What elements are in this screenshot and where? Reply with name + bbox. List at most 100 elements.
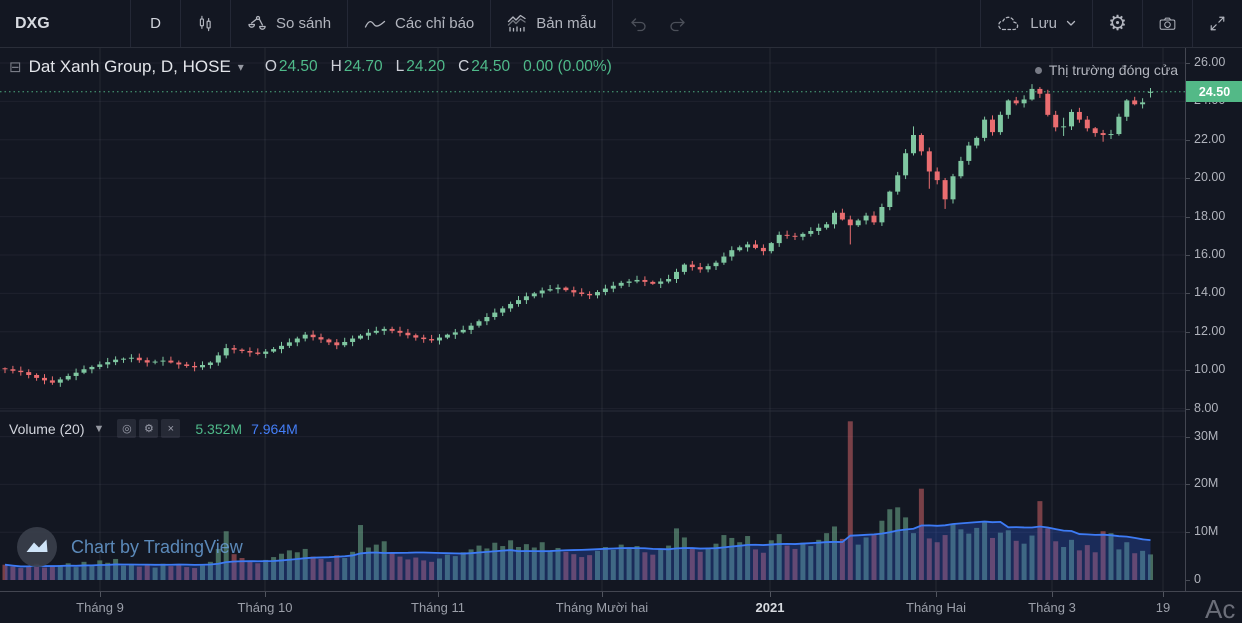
price-tick-mark	[1186, 139, 1190, 141]
open-value: 24.50	[278, 58, 318, 75]
volume-tick-mark	[1186, 436, 1190, 438]
time-tick-mark	[265, 592, 266, 597]
volume-legend-caret-icon[interactable]: ▼	[93, 422, 105, 435]
time-tick-mark	[602, 592, 603, 597]
templates-button[interactable]: Bản mẫu	[491, 0, 614, 47]
price-tick-mark	[1186, 63, 1190, 64]
price-tick-mark	[1186, 178, 1190, 180]
time-axis[interactable]: Tháng 9 Tháng 10 Tháng 11 Tháng Mười hai 202…	[0, 591, 1242, 623]
cropped-corner-text: Ac	[1205, 594, 1236, 623]
open-key: O	[264, 58, 277, 75]
close-value: 24.50	[471, 58, 511, 75]
volume-close-button[interactable]: ×	[161, 419, 181, 438]
market-closed-dot-icon	[1034, 66, 1042, 74]
compare-button[interactable]: So sánh	[231, 0, 349, 47]
cloud-icon	[998, 16, 1019, 30]
save-layout-button[interactable]: Lưu	[981, 0, 1092, 47]
time-tick-label: 2021	[755, 600, 785, 615]
price-tick-mark	[1186, 408, 1190, 410]
time-tick-label: 19	[1155, 600, 1171, 615]
volume-current-value: 5.352M	[195, 420, 243, 437]
time-tick-label: Tháng 3	[1028, 600, 1076, 615]
price-tick-mark	[1186, 216, 1190, 218]
template-pattern-icon	[508, 14, 526, 32]
templates-label: Bản mẫu	[536, 15, 597, 32]
toolbar-right: Lưu ⚙	[980, 0, 1242, 47]
high-key: H	[330, 58, 342, 75]
tradingview-attribution[interactable]: Chart by TradingView	[16, 526, 243, 568]
volume-tick-mark	[1186, 484, 1190, 486]
price-tick-label: 26.00	[1194, 55, 1226, 69]
volume-indicator-legend: Volume (20) ▼ ◎ ⚙ × 5.352M 7.964M	[9, 419, 298, 438]
price-tick-mark	[1186, 255, 1190, 256]
top-toolbar: DXG D So sánh Các chỉ báo	[0, 0, 1242, 48]
chart-panes[interactable]: ⊟ Dat Xanh Group, D, HOSE ▾ O 24.50 H 24.7…	[0, 48, 1185, 591]
legend-collapse-icon[interactable]: ⊟	[9, 58, 22, 76]
fullscreen-button[interactable]	[1192, 0, 1242, 47]
time-tick-label: Tháng Hai	[906, 600, 966, 615]
volume-legend-buttons: ◎ ⚙ ×	[117, 419, 181, 438]
candlestick-style-icon	[199, 15, 211, 32]
interval-label: D	[150, 15, 161, 32]
watermark-text: Chart by TradingView	[71, 536, 243, 557]
symbol-label: DXG	[15, 14, 50, 32]
ohlc-values: O 24.50 H 24.70 L 24.20 C 24.50 0.00 (0.00%)	[265, 58, 612, 76]
undo-icon[interactable]	[629, 16, 649, 32]
price-tick-label: 22.00	[1194, 131, 1226, 146]
chart-style-button[interactable]	[181, 0, 231, 47]
change-value: 0.00 (0.00%)	[523, 58, 612, 75]
chart-settings-button[interactable]: ⚙	[1092, 0, 1142, 47]
time-tick-mark	[936, 592, 937, 597]
time-tick-label: Tháng 9	[76, 600, 124, 615]
snapshot-button[interactable]	[1142, 0, 1192, 47]
indicator-wave-icon	[364, 20, 386, 28]
undo-redo-group	[613, 0, 703, 47]
candlestick-volume-chart[interactable]	[0, 48, 1185, 591]
time-tick-label: Tháng 11	[411, 600, 465, 615]
market-status: Thị trường đóng cửa	[1034, 62, 1178, 78]
chevron-down-icon[interactable]	[1066, 20, 1076, 27]
symbol-search-button[interactable]: DXG	[0, 0, 131, 47]
legend-symbol-title[interactable]: Dat Xanh Group, D, HOSE	[28, 57, 231, 76]
time-tick-label: Tháng 10	[237, 600, 293, 615]
save-label: Lưu	[1030, 15, 1057, 32]
volume-legend-title[interactable]: Volume (20)	[9, 420, 85, 437]
time-tick-mark	[1163, 592, 1164, 597]
time-tick-mark	[1052, 592, 1053, 597]
volume-tick-mark	[1186, 580, 1190, 581]
time-tick-mark	[438, 592, 439, 597]
volume-tick-label: 20M	[1194, 476, 1219, 491]
redo-icon[interactable]	[667, 16, 687, 32]
volume-tick-label: 0	[1194, 572, 1201, 586]
price-tick-mark	[1186, 293, 1190, 295]
price-tick-label: 12.00	[1194, 323, 1226, 338]
volume-source-button[interactable]: ◎	[117, 419, 137, 438]
low-key: L	[395, 58, 405, 75]
price-axis[interactable]: 26.0024.0022.0020.0018.0016.0014.0012.00…	[1185, 48, 1242, 591]
last-price-badge: 24.50	[1186, 81, 1242, 103]
time-tick-mark	[100, 592, 101, 597]
price-tick-mark	[1186, 370, 1190, 372]
low-value: 24.20	[406, 58, 446, 75]
time-tick-mark	[770, 592, 771, 597]
symbol-legend: ⊟ Dat Xanh Group, D, HOSE ▾ O 24.50 H 24.7…	[9, 57, 612, 77]
high-value: 24.70	[343, 58, 383, 75]
price-tick-label: 20.00	[1194, 170, 1226, 185]
indicators-button[interactable]: Các chỉ báo	[348, 0, 492, 47]
price-tick-mark	[1186, 331, 1190, 333]
volume-tick-label: 30M	[1194, 428, 1219, 443]
market-status-label: Thị trường đóng cửa	[1048, 62, 1178, 78]
fullscreen-icon	[1210, 16, 1225, 31]
gear-icon: ⚙	[1108, 12, 1127, 35]
interval-button[interactable]: D	[131, 0, 181, 47]
legend-caret-icon[interactable]: ▾	[237, 60, 244, 74]
price-tick-label: 14.00	[1194, 285, 1226, 300]
compare-scales-icon	[248, 15, 266, 30]
camera-icon	[1159, 17, 1176, 30]
volume-settings-button[interactable]: ⚙	[139, 419, 159, 438]
volume-tick-mark	[1186, 532, 1190, 534]
price-tick-label: 16.00	[1194, 247, 1226, 261]
close-key: C	[458, 58, 470, 75]
price-tick-label: 18.00	[1194, 208, 1226, 223]
